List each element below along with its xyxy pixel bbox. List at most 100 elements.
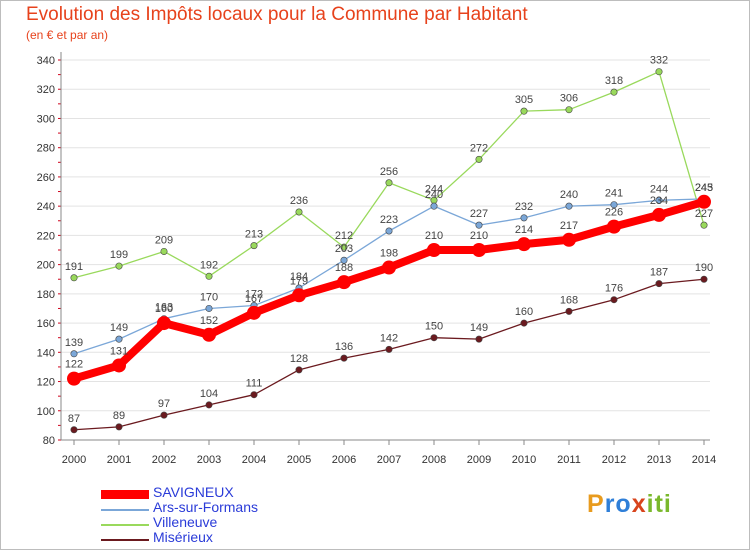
data-label: 243 xyxy=(695,182,713,194)
data-point xyxy=(475,335,483,343)
data-label: 160 xyxy=(155,303,173,315)
axes xyxy=(58,52,710,445)
x-tick-label: 2003 xyxy=(197,454,221,466)
data-point xyxy=(160,411,168,419)
data-point xyxy=(652,207,666,222)
data-point xyxy=(427,243,441,257)
data-label: 210 xyxy=(470,230,488,242)
data-label: 199 xyxy=(110,249,128,261)
data-label: 305 xyxy=(515,94,533,106)
data-point xyxy=(385,227,393,235)
y-tick-label: 320 xyxy=(37,84,55,96)
data-label: 167 xyxy=(245,293,263,305)
legend-swatch xyxy=(101,539,149,541)
logo-letter: i xyxy=(646,490,655,518)
data-point xyxy=(520,319,528,327)
data-point xyxy=(295,208,303,216)
grid-lines xyxy=(61,59,710,412)
data-point xyxy=(340,354,348,362)
data-label: 150 xyxy=(425,321,443,333)
data-point xyxy=(157,316,171,331)
data-point xyxy=(247,305,261,320)
data-label: 203 xyxy=(335,243,353,255)
logo-letter: i xyxy=(663,490,672,518)
data-point xyxy=(160,247,168,255)
data-point xyxy=(385,179,393,187)
data-label: 172 xyxy=(245,289,263,301)
y-tick-label: 100 xyxy=(37,406,55,418)
data-point xyxy=(520,107,528,115)
data-point xyxy=(385,345,393,353)
data-label: 223 xyxy=(380,214,398,226)
x-tick-label: 2004 xyxy=(242,454,266,466)
data-point xyxy=(565,202,573,210)
data-label: 170 xyxy=(200,291,218,303)
data-label: 149 xyxy=(110,322,128,334)
data-label: 234 xyxy=(650,195,668,207)
data-label: 241 xyxy=(605,188,623,200)
data-point xyxy=(430,334,438,342)
data-point xyxy=(250,242,258,250)
data-label: 122 xyxy=(65,359,83,371)
chart-title: Evolution des Impôts locaux pour la Comm… xyxy=(26,4,528,25)
x-tick-label: 2001 xyxy=(107,454,131,466)
logo-letter: x xyxy=(631,490,647,518)
data-point xyxy=(67,371,81,386)
x-tick-label: 2014 xyxy=(692,454,716,466)
series-lines xyxy=(67,68,711,434)
data-point xyxy=(697,194,711,209)
tick-labels: 80 100 120 140 160 180 200 220 240 260 280 300 320 34… xyxy=(37,55,717,466)
data-point xyxy=(202,327,216,342)
data-point xyxy=(205,272,213,280)
data-label: 244 xyxy=(425,183,443,195)
legend-label: Misérieux xyxy=(153,529,213,545)
data-point xyxy=(655,280,663,288)
data-label: 212 xyxy=(335,230,353,242)
data-label: 213 xyxy=(245,229,263,241)
y-tick-label: 300 xyxy=(37,113,55,125)
logo-letter: r xyxy=(604,490,616,518)
data-label: 332 xyxy=(650,55,668,67)
data-label: 198 xyxy=(380,248,398,260)
legend-swatch xyxy=(101,524,149,526)
x-tick-label: 2012 xyxy=(602,454,626,466)
data-point xyxy=(562,232,576,247)
data-label: 232 xyxy=(515,201,533,213)
legend-swatch xyxy=(101,490,149,499)
data-label: 187 xyxy=(650,267,668,279)
proxiti-logo: Proxiti xyxy=(587,490,672,519)
data-label: 136 xyxy=(335,341,353,353)
data-label: 226 xyxy=(605,207,623,219)
data-label: 179 xyxy=(290,275,308,287)
data-label: 152 xyxy=(200,315,218,327)
data-point xyxy=(70,350,78,358)
data-label: 149 xyxy=(470,322,488,334)
legend-swatch xyxy=(101,509,149,511)
data-point xyxy=(340,243,348,251)
y-tick-label: 80 xyxy=(43,435,55,447)
data-label: 142 xyxy=(380,332,398,344)
data-point xyxy=(565,106,573,114)
data-point xyxy=(205,304,213,312)
data-label: 190 xyxy=(695,262,713,274)
data-label: 191 xyxy=(65,261,83,273)
data-point xyxy=(607,219,621,234)
y-tick-label: 340 xyxy=(37,55,55,67)
data-label: 245 xyxy=(695,182,713,194)
data-label: 209 xyxy=(155,234,173,246)
data-point xyxy=(610,88,618,96)
x-tick-label: 2006 xyxy=(332,454,356,466)
data-label: 236 xyxy=(290,195,308,207)
data-label: 97 xyxy=(158,398,170,410)
x-tick-label: 2007 xyxy=(377,454,401,466)
data-point xyxy=(475,221,483,229)
data-point xyxy=(430,202,438,210)
data-point xyxy=(700,221,708,229)
data-label: 256 xyxy=(380,166,398,178)
data-label: 210 xyxy=(425,230,443,242)
data-point xyxy=(610,201,618,209)
data-label: 163 xyxy=(155,302,173,314)
data-point xyxy=(565,307,573,315)
data-label: 188 xyxy=(335,262,353,274)
data-label: 168 xyxy=(560,294,578,306)
